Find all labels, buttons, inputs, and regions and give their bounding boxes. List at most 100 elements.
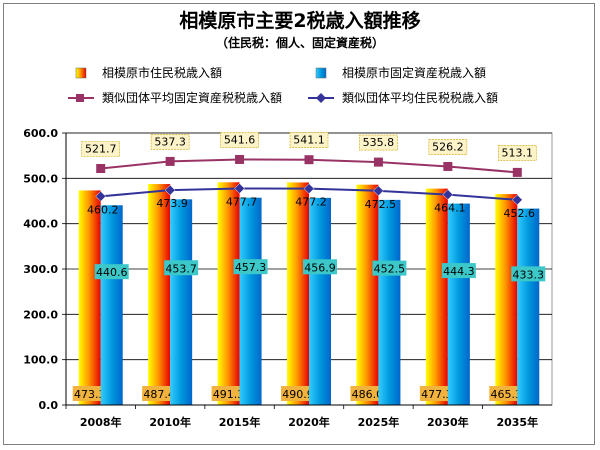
data-label-avg-resident-tax: 464.1 — [434, 202, 466, 215]
legend-swatch-2 — [315, 67, 327, 79]
y-tick-label: 100.0 — [23, 354, 58, 367]
bar-property-tax — [447, 203, 470, 405]
data-label-bg-resident — [211, 386, 246, 401]
data-label-bg-resident — [419, 386, 454, 401]
legend-swatch-1 — [75, 67, 87, 79]
data-label-avg-property-tax: 526.2 — [432, 140, 464, 153]
x-tick-label: 2035年 — [496, 415, 538, 429]
marker-avg-property-tax — [512, 167, 522, 177]
legend-marker-4 — [316, 93, 326, 103]
data-label-avg-resident-tax: 473.9 — [156, 197, 188, 210]
y-tick-label: 600.0 — [23, 127, 58, 140]
y-tick-label: 200.0 — [23, 308, 58, 321]
data-label-bg-avg-property — [150, 134, 190, 150]
data-label-resident-tax: 486.0 — [352, 388, 384, 401]
bar-property-tax — [239, 197, 262, 405]
data-label-property-tax: 444.3 — [443, 265, 475, 278]
bar-property-tax — [517, 208, 540, 405]
data-label-property-tax: 433.3 — [513, 268, 545, 281]
y-tick-label: 500.0 — [23, 172, 58, 185]
data-label-avg-resident-tax: 477.2 — [295, 196, 327, 209]
bar-resident-tax — [495, 194, 518, 405]
data-label-bg-property — [372, 260, 407, 276]
bar-resident-tax — [287, 182, 309, 405]
data-label-bg-property — [441, 263, 476, 279]
y-tick-label: 300.0 — [23, 263, 58, 276]
data-label-avg-resident-tax: 477.7 — [226, 195, 258, 208]
marker-avg-resident-tax — [164, 184, 176, 196]
marker-avg-resident-tax — [442, 189, 454, 200]
data-label-bg-avg-property — [81, 141, 121, 157]
data-label-resident-tax: 473.3 — [74, 388, 106, 401]
data-label-avg-property-tax: 535.8 — [363, 136, 395, 149]
x-tick-label: 2015年 — [219, 415, 261, 429]
data-label-property-tax: 452.5 — [374, 263, 406, 276]
data-label-avg-property-tax: 541.6 — [224, 133, 256, 146]
data-label-resident-tax: 490.9 — [282, 388, 314, 401]
data-label-bg-resident — [142, 386, 177, 401]
marker-avg-resident-tax — [303, 183, 315, 195]
bar-resident-tax — [217, 182, 240, 405]
x-tick-label: 2025年 — [358, 415, 400, 429]
marker-avg-property-tax — [165, 156, 175, 166]
data-label-resident-tax: 465.3 — [491, 388, 523, 401]
y-tick-label: 400.0 — [23, 218, 58, 231]
legend-label-4: 類似団体平均住民税税歳入額 — [342, 91, 498, 105]
x-tick-label: 2020年 — [288, 415, 330, 429]
marker-avg-resident-tax — [373, 185, 384, 197]
bar-resident-tax — [425, 188, 448, 405]
data-label-avg-property-tax: 513.1 — [502, 146, 534, 159]
data-label-bg-resident — [72, 386, 107, 401]
data-label-property-tax: 453.7 — [165, 262, 197, 275]
data-label-avg-property-tax: 541.1 — [293, 134, 325, 147]
marker-avg-property-tax — [304, 155, 314, 165]
data-label-bg-avg-property — [428, 139, 468, 155]
bar-property-tax — [378, 199, 401, 405]
data-label-property-tax: 457.3 — [235, 261, 267, 274]
marker-avg-property-tax — [96, 163, 106, 173]
data-label-bg-property — [303, 259, 337, 275]
bar-resident-tax — [148, 184, 171, 405]
data-label-resident-tax: 477.3 — [421, 388, 453, 401]
bar-resident-tax — [356, 184, 379, 405]
y-tick-label: 0.0 — [39, 399, 59, 412]
legend-marker-3 — [76, 94, 84, 102]
legend-label-1: 相模原市住民税歳入額 — [102, 65, 222, 80]
data-label-bg-avg-property — [220, 132, 259, 148]
data-label-avg-resident-tax: 460.2 — [87, 203, 119, 216]
data-label-bg-resident — [281, 386, 315, 401]
bar-resident-tax — [78, 190, 101, 405]
data-label-bg-avg-property — [289, 132, 329, 149]
data-label-bg-resident — [350, 386, 385, 401]
marker-avg-property-tax — [443, 161, 453, 171]
bar-property-tax — [309, 197, 331, 405]
data-label-property-tax: 440.6 — [96, 266, 128, 279]
data-label-resident-tax: 487.4 — [143, 388, 175, 401]
data-label-bg-property — [511, 266, 546, 282]
x-tick-label: 2010年 — [149, 415, 191, 429]
data-label-avg-resident-tax: 472.5 — [365, 198, 397, 211]
marker-avg-resident-tax — [234, 183, 245, 194]
legend-label-2: 相模原市固定資産税歳入額 — [342, 65, 486, 80]
marker-avg-property-tax — [373, 157, 383, 167]
data-label-avg-resident-tax: 452.6 — [504, 207, 536, 220]
data-label-bg-resident — [489, 386, 524, 401]
data-label-bg-property — [94, 264, 129, 280]
data-label-avg-property-tax: 537.3 — [154, 135, 186, 148]
data-label-bg-avg-property — [497, 145, 537, 161]
chart-title: 相模原市主要2税歳入額推移 — [179, 9, 420, 32]
x-tick-label: 2008年 — [80, 415, 122, 429]
data-label-resident-tax: 491.3 — [213, 388, 245, 401]
marker-avg-resident-tax — [95, 191, 107, 202]
data-label-avg-property-tax: 521.7 — [85, 142, 117, 155]
data-label-property-tax: 456.9 — [304, 261, 336, 274]
data-label-bg-avg-property — [359, 134, 398, 151]
marker-avg-resident-tax — [511, 194, 523, 206]
x-tick-label: 2030年 — [427, 415, 469, 429]
bar-property-tax — [170, 199, 193, 405]
legend-label-3: 類似団体平均固定資産税税歳入額 — [102, 90, 282, 105]
chart-subtitle: （住民税：個人、固定資産税） — [216, 35, 384, 50]
data-label-bg-property — [164, 260, 199, 276]
bar-property-tax — [100, 205, 123, 405]
